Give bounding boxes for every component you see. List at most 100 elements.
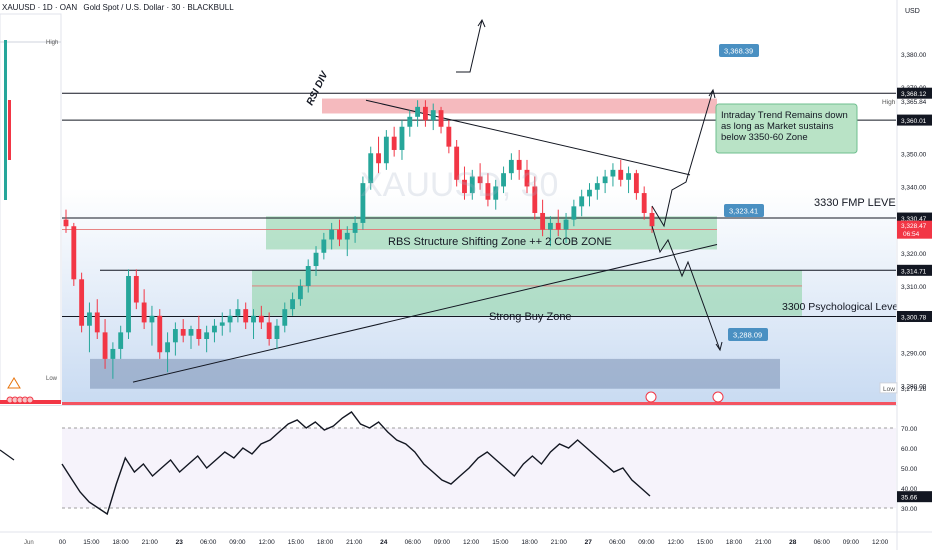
trend-note-line: below 3350-60 Zone — [721, 132, 808, 143]
axis-badge-label: 3,360.01 — [901, 118, 927, 125]
candle-body — [212, 325, 217, 333]
candle-body — [610, 169, 616, 177]
price-callout — [719, 44, 759, 57]
symbol-label[interactable]: XAUUSD · 1D · OAN — [2, 3, 78, 12]
y-tick-label: 3,340.00 — [901, 184, 927, 191]
chart-header: XAUUSD · 1D · OAN Gold Spot / U.S. Dolla… — [2, 3, 234, 12]
low-value: 3,279.26 — [901, 386, 927, 393]
candle-body — [344, 232, 350, 240]
rsi-tick-label: 40.00 — [901, 486, 918, 493]
rsi-line — [61, 411, 651, 516]
candle-body — [87, 312, 92, 326]
arrowhead-icon — [715, 341, 723, 352]
currency-label: USD — [905, 8, 920, 15]
axis-badge-label: 3,368.12 — [901, 91, 927, 98]
low-tag-box — [879, 382, 898, 394]
y-tick-label: 3,320.00 — [901, 251, 927, 258]
candle-body — [94, 312, 100, 333]
candle-body — [258, 315, 264, 323]
candle-body — [243, 309, 249, 323]
event-icon[interactable] — [645, 391, 657, 403]
candle-body — [415, 106, 421, 117]
event-flag-icon — [26, 396, 34, 404]
x-tick-label: 09:00 — [843, 539, 860, 546]
candle-body — [391, 136, 397, 150]
x-tick-label: 09:00 — [638, 539, 655, 546]
candle-body — [196, 329, 202, 339]
candle-body — [313, 252, 319, 267]
candle-body — [532, 186, 538, 213]
left-low-label: Low — [46, 376, 58, 382]
rsi-badge — [897, 491, 932, 503]
pane-divider — [0, 405, 932, 406]
flag-icon[interactable] — [712, 391, 724, 403]
x-tick-label: 12:00 — [668, 539, 685, 546]
y-tick-label: 3,380.00 — [901, 52, 927, 59]
x-tick-label: 21:00 — [755, 539, 772, 546]
candle-body — [235, 309, 241, 316]
candle-body — [430, 110, 436, 121]
candle-body — [383, 136, 389, 164]
candle-body — [321, 239, 327, 253]
candle-body — [626, 173, 631, 180]
projection-bull-path — [651, 89, 714, 228]
candle-body — [618, 169, 624, 180]
candle-body — [524, 169, 530, 187]
axis-badge — [897, 264, 932, 276]
low-tag: Low — [883, 386, 895, 393]
candle-body — [649, 212, 655, 227]
candle-body — [290, 299, 296, 310]
candle-body — [579, 196, 585, 207]
candle-body — [172, 329, 178, 343]
candle-body — [477, 176, 483, 184]
rsi-tick-label: 60.00 — [901, 446, 918, 453]
axis-badge-label: 3,300.78 — [901, 315, 927, 322]
x-tick-label: 15:00 — [83, 539, 100, 546]
x-tick-label: 12:00 — [463, 539, 480, 546]
low-zone — [90, 358, 780, 389]
candle-body — [188, 329, 194, 336]
x-tick-label: 09:00 — [434, 539, 451, 546]
candle-body — [63, 219, 69, 227]
candle-body — [305, 266, 311, 286]
candle-body — [165, 342, 170, 353]
trend-note-line: Intraday Trend Remains down — [721, 110, 848, 121]
price-callout-label: 3,368.39 — [724, 47, 753, 56]
candle-body — [516, 159, 522, 170]
candle-body — [297, 285, 303, 300]
candle-body — [126, 275, 131, 333]
countdown-label: 06:54 — [903, 231, 920, 238]
candle-body — [571, 206, 577, 220]
x-tick-label: 21:00 — [142, 539, 159, 546]
candle-body — [633, 173, 639, 194]
x-tick-label: 28 — [789, 539, 797, 546]
supply-zone — [322, 98, 717, 114]
axis-badge — [897, 87, 932, 99]
candle-body — [454, 146, 460, 180]
candle-body — [102, 332, 108, 359]
candle-body — [266, 322, 272, 339]
candle-body — [337, 229, 342, 240]
y-tick-label: 3,310.00 — [901, 284, 927, 291]
left-bottom-label: Jun — [24, 540, 34, 546]
x-tick-label: 18:00 — [726, 539, 743, 546]
current-price-badge — [897, 220, 932, 239]
candle-body — [563, 219, 569, 230]
y-tick-label: 3,280.00 — [901, 383, 927, 390]
candle-body — [360, 183, 366, 223]
candle-body — [540, 212, 546, 230]
x-tick-label: 09:00 — [229, 539, 246, 546]
candle-body — [438, 110, 444, 127]
high-value: 3,365.84 — [901, 99, 927, 106]
candle-body — [469, 176, 475, 194]
left-rsi-line — [0, 449, 15, 461]
left-candle-bull — [4, 40, 7, 200]
candle-body — [399, 126, 405, 150]
x-tick-label: 06:00 — [200, 539, 217, 546]
candle-body — [157, 315, 163, 353]
rsi-tick-label: 30.00 — [901, 506, 918, 513]
arrowhead-icon — [708, 88, 716, 99]
strong-buy-zone — [252, 270, 802, 316]
candle-body — [282, 309, 288, 326]
candle-body — [79, 279, 85, 326]
